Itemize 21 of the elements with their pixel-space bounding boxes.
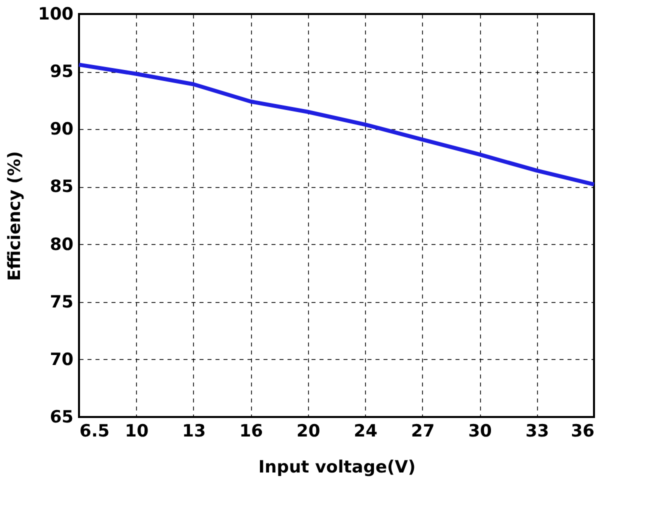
x-tick-label: 36 xyxy=(570,422,594,442)
y-axis-title: Efficiency (%) xyxy=(5,151,26,281)
y-tick-label: 85 xyxy=(50,177,74,198)
x-tick-label: 27 xyxy=(410,422,435,442)
y-tick-label: 90 xyxy=(50,120,74,140)
y-tick-label: 95 xyxy=(50,62,74,82)
line-series xyxy=(77,62,596,186)
x-tick-label: 20 xyxy=(296,422,320,442)
y-tick-label: 75 xyxy=(50,292,74,312)
x-tick-label: 16 xyxy=(239,422,264,442)
y-tick-label: 100 xyxy=(38,4,74,24)
x-tick-label: 24 xyxy=(354,422,378,442)
x-tick-label: 33 xyxy=(525,422,550,442)
x-tick-label: 30 xyxy=(468,422,492,442)
x-tick-label: 6.5 xyxy=(80,422,110,442)
x-tick-label: 13 xyxy=(182,422,206,442)
y-tick-label: 65 xyxy=(50,408,74,428)
y-tick-label: 70 xyxy=(50,350,74,370)
y-tick-label: 80 xyxy=(50,234,74,255)
x-tick-label: 10 xyxy=(124,422,149,442)
x-axis-title: Input voltage(V) xyxy=(258,458,416,478)
